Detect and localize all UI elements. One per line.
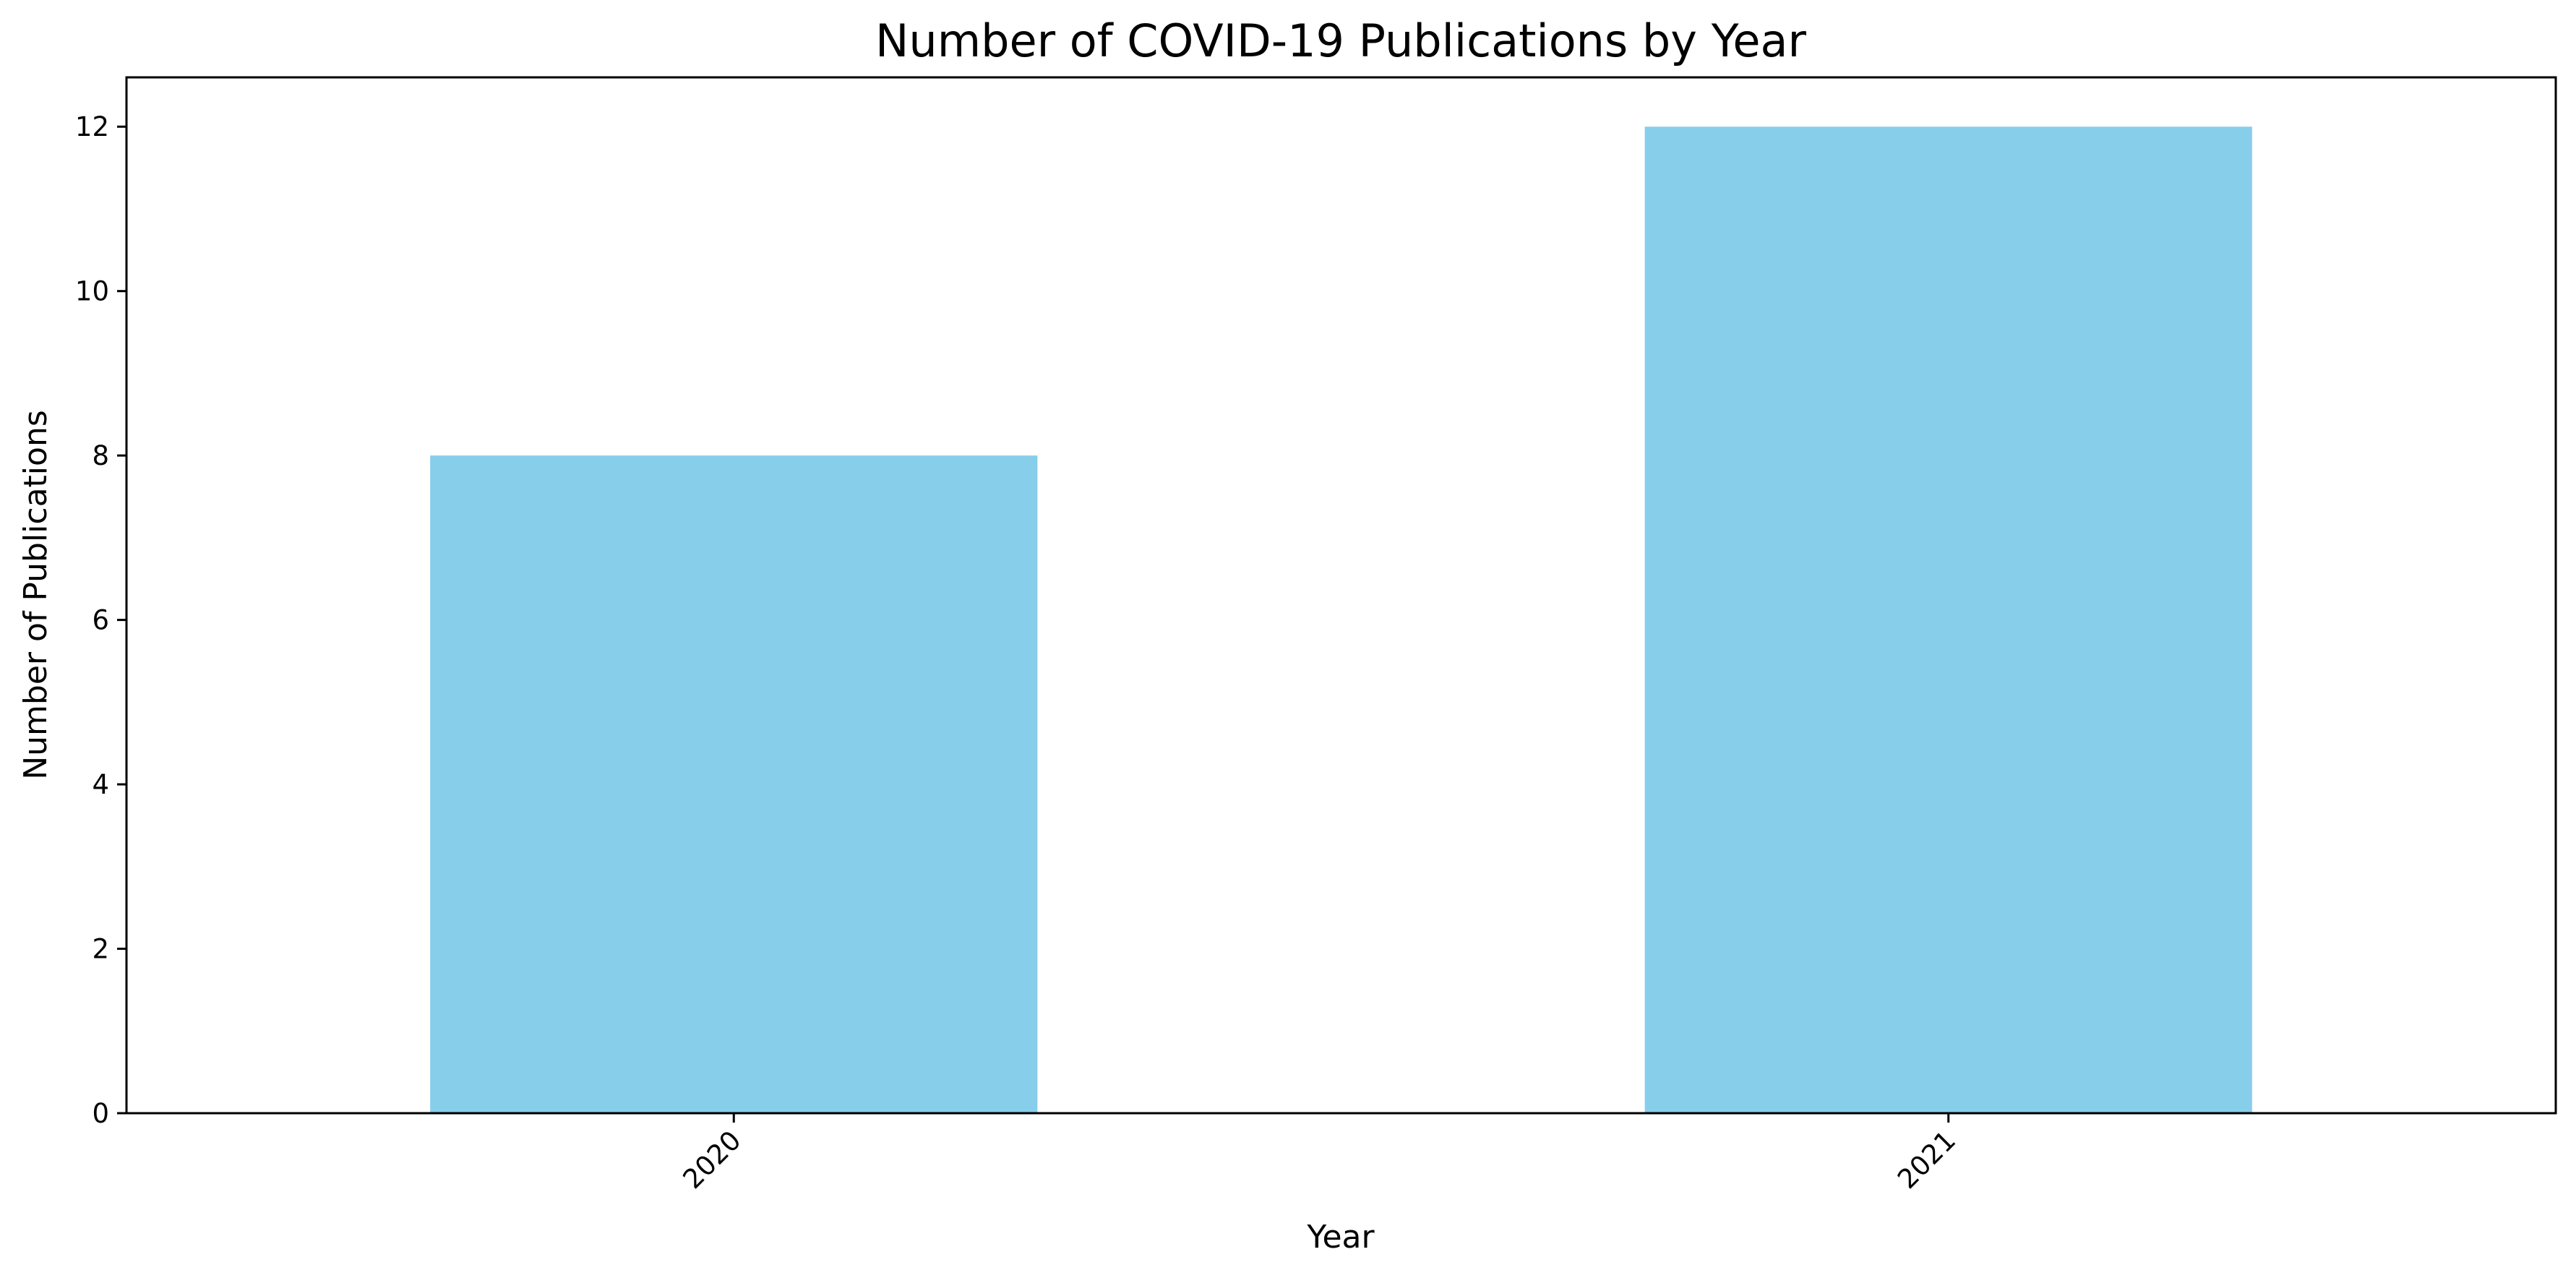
y-tick-label: 10: [75, 276, 109, 307]
y-tick-label: 2: [92, 934, 109, 965]
chart-title: Number of COVID-19 Publications by Year: [875, 14, 1806, 67]
y-tick-label: 0: [92, 1098, 109, 1129]
x-axis-label: Year: [1306, 1219, 1375, 1256]
plot-frame: [125, 76, 2557, 1115]
bar-2020: [430, 455, 1038, 1113]
bar-2021: [1644, 126, 2252, 1114]
y-axis-label: Number of Publications: [17, 410, 54, 780]
y-tick-label: 4: [92, 769, 109, 800]
y-tick-label: 12: [75, 111, 109, 142]
bars-group: [430, 126, 2252, 1114]
y-axis-ticks: 0 2 4 6 8 10 12: [75, 111, 126, 1129]
y-tick-label: 6: [92, 605, 109, 636]
y-tick-label: 8: [92, 440, 109, 471]
